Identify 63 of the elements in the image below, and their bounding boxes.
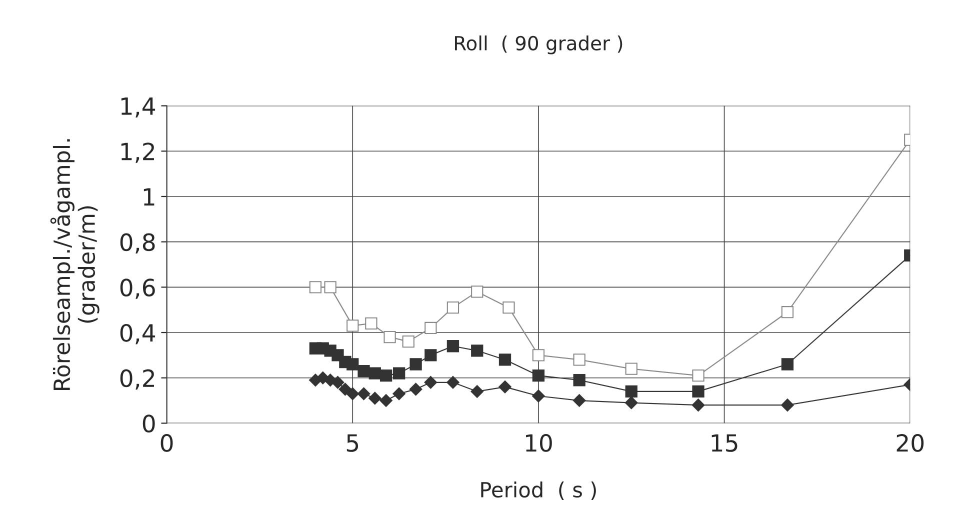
point <box>781 358 794 370</box>
point <box>470 385 484 398</box>
point <box>346 387 360 400</box>
point <box>346 320 359 332</box>
point <box>384 330 396 344</box>
point <box>380 394 392 407</box>
x-tick-label: 20 <box>896 434 924 452</box>
y-tick-label: 1,2 <box>121 142 154 163</box>
point <box>358 364 370 378</box>
point <box>346 358 359 370</box>
point <box>309 281 322 294</box>
point <box>357 387 370 400</box>
point <box>624 396 638 410</box>
x-axis-title: Period ( s ) <box>481 481 596 500</box>
point <box>331 376 344 389</box>
y-tick-label: 1 <box>144 188 154 206</box>
chart-title: Roll ( 90 grader ) <box>455 35 622 54</box>
point <box>368 367 381 380</box>
point <box>446 302 460 314</box>
point <box>532 370 545 382</box>
y-tick-label: 0,6 <box>120 278 155 299</box>
y-tick-label: 0,8 <box>120 233 155 254</box>
x-tick-label: 5 <box>346 434 358 452</box>
y-axis-title: Rörelseampl./vågampl. (grader/m) <box>50 139 100 390</box>
point <box>446 340 460 352</box>
point <box>424 322 437 334</box>
y-tick-label: 0 <box>142 414 155 433</box>
point <box>338 382 352 396</box>
point <box>424 349 437 362</box>
x-tick-label: 10 <box>526 434 552 452</box>
point <box>409 382 422 396</box>
point <box>573 374 586 386</box>
point <box>446 376 460 389</box>
point <box>692 385 704 398</box>
point <box>625 385 638 398</box>
point <box>471 344 484 357</box>
point <box>572 394 586 407</box>
point <box>365 317 378 330</box>
point <box>692 398 705 412</box>
point <box>502 302 515 314</box>
y-tick-label: 1,4 <box>121 98 156 118</box>
point <box>410 358 422 370</box>
point <box>532 349 545 362</box>
point <box>625 362 638 375</box>
point <box>402 336 414 348</box>
point <box>424 376 438 389</box>
y-tick-label: 0,4 <box>120 324 156 344</box>
point <box>532 390 545 402</box>
point <box>392 367 406 380</box>
point <box>498 354 512 366</box>
point <box>498 380 512 394</box>
point <box>324 281 336 294</box>
point <box>781 306 794 318</box>
point <box>392 387 406 400</box>
point <box>380 370 392 382</box>
x-tick-label: 0 <box>160 434 173 452</box>
point <box>573 354 586 366</box>
point <box>781 398 794 412</box>
point <box>692 370 704 382</box>
x-tick-label: 15 <box>712 434 738 452</box>
point <box>471 286 484 298</box>
point <box>368 392 382 405</box>
y-tick-label: 0,2 <box>120 369 154 390</box>
